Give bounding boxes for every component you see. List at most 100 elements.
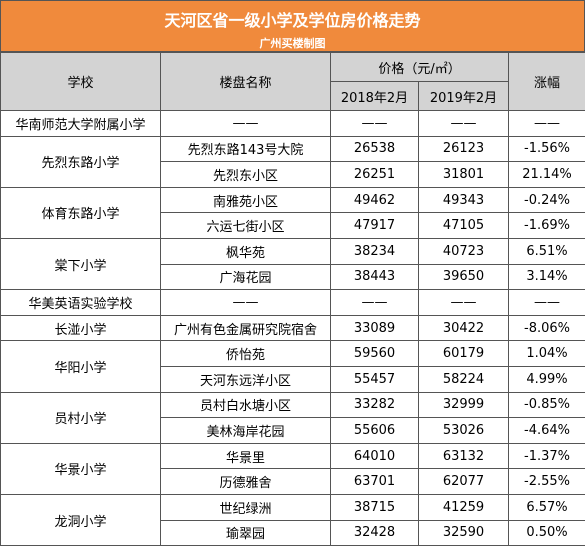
table-row: 先烈东小区 26251 31801 21.14% — [1, 161, 585, 188]
change-cell: -2.55% — [508, 468, 585, 495]
school-cell: 华南师范大学附属小学 — [0, 110, 161, 137]
table-row: 员村小学 员村白水塘小区 33282 32999 -0.85% — [0, 391, 585, 444]
header-cell: 涨幅 — [508, 52, 585, 111]
change-cell: 6.57% — [508, 493, 585, 521]
property-cell: 广州有色金属研究院宿舍 — [160, 314, 331, 342]
change-cell: -1.69% — [508, 212, 585, 239]
price-cell: 26538 — [330, 135, 419, 163]
change-cell: 0.50% — [508, 519, 585, 547]
school-cell: 龙洞小学 — [0, 493, 161, 547]
header-cell: 学校 — [0, 52, 161, 111]
change-cell: 1.04% — [508, 340, 585, 367]
table-row: 先烈东路小学 先烈东路143号大院 26538 26123 -1.56% — [0, 135, 585, 188]
price-cell: 33089 — [330, 314, 419, 342]
table-row: 广海花园 38443 39650 3.14% — [1, 263, 585, 291]
table-row: 天河东远洋小区 55457 58224 4.99% — [1, 365, 585, 393]
property-cell: 南雅苑小区 — [160, 186, 331, 214]
price-cell: 53026 — [417, 417, 510, 444]
price-cell: 55606 — [330, 417, 419, 444]
school-cell: 华阳小学 — [0, 340, 161, 393]
price-cell: 63701 — [330, 468, 419, 495]
change-cell: —— — [508, 110, 585, 137]
price-cell: 40723 — [417, 237, 510, 265]
price-cell: 26123 — [417, 135, 510, 163]
price-cell: 30422 — [417, 314, 510, 342]
change-cell: -1.56% — [508, 135, 585, 163]
property-cell: 枫华苑 — [160, 237, 331, 265]
change-cell: 3.14% — [508, 263, 585, 291]
price-cell: 33282 — [330, 391, 419, 419]
price-cell: —— — [330, 289, 419, 316]
property-cell: 先烈东路143号大院 — [160, 135, 331, 163]
price-cell: 58224 — [417, 365, 510, 393]
table-row: 棠下小学 枫华苑 38234 40723 6.51% — [0, 237, 585, 291]
price-cell: 49343 — [417, 186, 510, 214]
header-cell: 楼盘名称 — [160, 52, 331, 111]
table-row: 体育东路小学 南雅苑小区 49462 49343 -0.24% — [0, 186, 585, 239]
property-cell: 侨怡苑 — [160, 340, 331, 367]
price-cell: 32999 — [417, 391, 510, 419]
school-cell: 先烈东路小学 — [0, 135, 161, 188]
table-row: 长湴小学 广州有色金属研究院宿舍 33089 30422 -8.06% — [0, 314, 585, 342]
property-cell: 天河东远洋小区 — [160, 365, 331, 393]
property-cell: 六运七街小区 — [160, 212, 331, 239]
change-cell: 4.99% — [508, 365, 585, 393]
school-cell: 华景小学 — [0, 442, 161, 495]
property-cell: —— — [160, 110, 331, 137]
header-cell: 2018年2月 — [330, 81, 419, 111]
price-cell: 47917 — [330, 212, 419, 239]
change-cell: -0.85% — [508, 391, 585, 419]
price-cell: —— — [330, 110, 419, 137]
school-cell: 长湴小学 — [0, 314, 161, 342]
price-cell: 62077 — [417, 468, 510, 495]
price-table: 学校 楼盘名称 价格（元/㎡） 涨幅 2018年2月 2019年2月 华南师范大… — [0, 52, 585, 547]
title-bar: 天河区省一级小学及学位房价格走势 广州买楼制图 — [0, 0, 585, 52]
price-cell: 49462 — [330, 186, 419, 214]
table-row: 华景小学 华景里 64010 63132 -1.37% — [0, 442, 585, 495]
price-cell: 60179 — [417, 340, 510, 367]
table-row: 瑜翠园 32428 32590 0.50% — [1, 519, 585, 547]
price-cell: 41259 — [417, 493, 510, 521]
property-cell: 员村白水塘小区 — [160, 391, 331, 419]
property-cell: 世纪绿洲 — [160, 493, 331, 521]
change-cell: -1.37% — [508, 442, 585, 470]
price-cell: 32428 — [330, 519, 419, 547]
price-cell: —— — [417, 289, 510, 316]
price-cell: 39650 — [417, 263, 510, 291]
price-cell: 32590 — [417, 519, 510, 547]
school-cell: 棠下小学 — [0, 237, 161, 291]
change-cell: —— — [508, 289, 585, 316]
subtitle: 广州买楼制图 — [259, 37, 326, 50]
header-cell: 价格（元/㎡） — [329, 52, 510, 82]
school-cell: 体育东路小学 — [0, 186, 161, 239]
table-row: 美林海岸花园 55606 53026 -4.64% — [1, 417, 585, 444]
property-cell: —— — [160, 289, 331, 316]
title: 天河区省一级小学及学位房价格走势 — [164, 11, 421, 30]
price-cell: 55457 — [330, 365, 419, 393]
property-cell: 瑜翠园 — [160, 519, 331, 547]
change-cell: -0.24% — [508, 186, 585, 214]
price-cell: 63132 — [417, 442, 510, 470]
table-row: 六运七街小区 47917 47105 -1.69% — [1, 212, 585, 239]
change-cell: -8.06% — [508, 314, 585, 342]
price-cell: 64010 — [330, 442, 419, 470]
property-cell: 先烈东小区 — [160, 161, 331, 188]
header-cell: 2019年2月 — [417, 81, 510, 111]
property-cell: 华景里 — [160, 442, 331, 470]
change-cell: -4.64% — [508, 417, 585, 444]
price-cell: —— — [417, 110, 510, 137]
property-cell: 历德雅舍 — [160, 468, 331, 495]
price-cell: 59560 — [330, 340, 419, 367]
table-body: 华南师范大学附属小学 —— —— —— —— 先烈东路小学 先烈东路143号大院 26538 2… — [0, 110, 585, 547]
price-cell: 38715 — [330, 493, 419, 521]
table-row: 龙洞小学 世纪绿洲 38715 41259 6.57% — [0, 493, 585, 547]
change-cell: 6.51% — [508, 237, 585, 265]
change-cell: 21.14% — [508, 161, 585, 188]
property-cell: 美林海岸花园 — [160, 417, 331, 444]
price-cell: 47105 — [417, 212, 510, 239]
school-cell: 员村小学 — [0, 391, 161, 444]
table-row: 华美英语实验学校 —— —— —— —— — [0, 289, 585, 316]
table-row: 华南师范大学附属小学 —— —— —— —— — [0, 110, 585, 137]
table-row: 历德雅舍 63701 62077 -2.55% — [1, 468, 585, 495]
